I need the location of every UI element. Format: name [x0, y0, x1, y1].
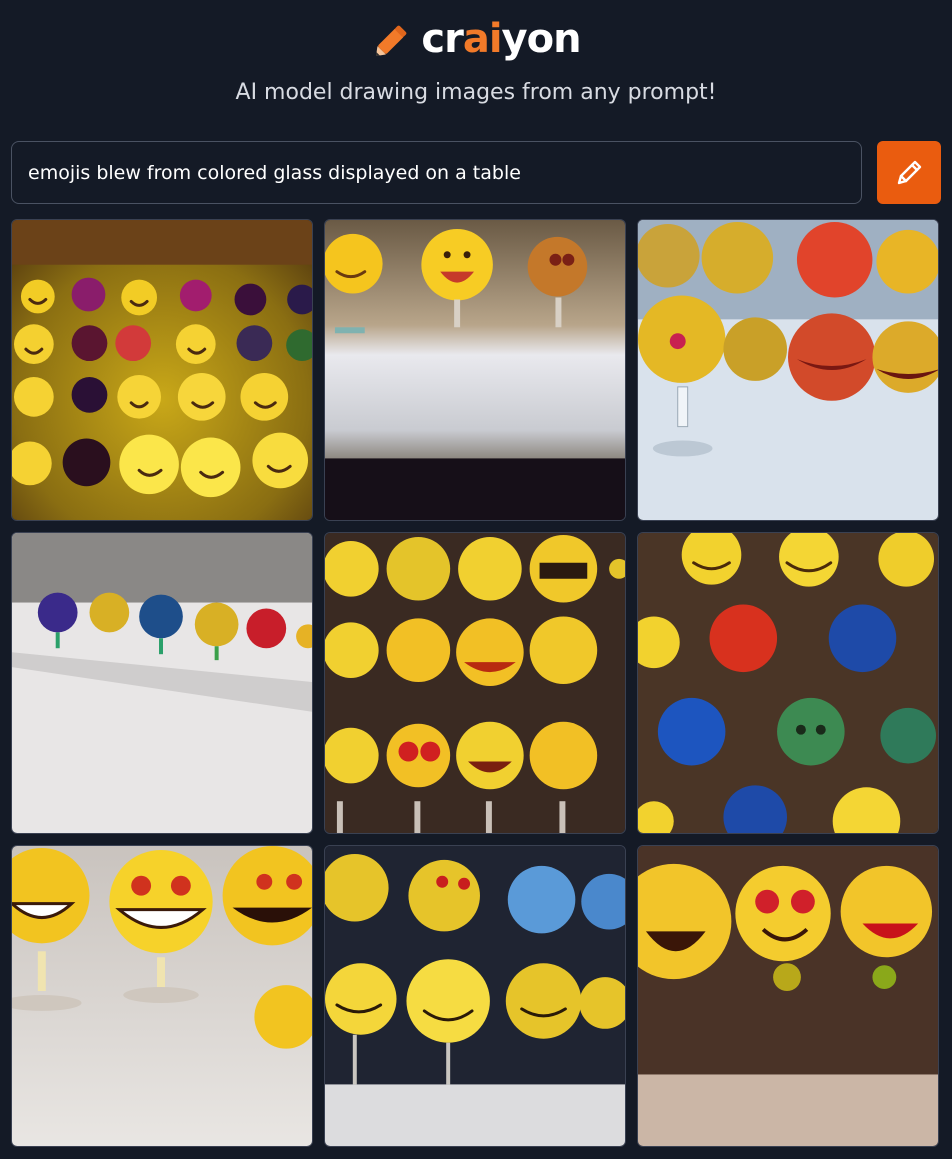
result-image-8-picture	[325, 846, 625, 1146]
results-grid	[11, 219, 939, 1147]
pencil-icon	[897, 160, 922, 184]
result-image-5[interactable]	[324, 532, 626, 834]
result-image-2-picture	[325, 220, 625, 520]
prompt-input[interactable]	[11, 141, 862, 204]
result-image-4[interactable]	[11, 532, 313, 834]
tagline: AI model drawing images from any prompt!	[235, 80, 717, 105]
result-image-1[interactable]	[11, 219, 313, 521]
result-image-7-picture	[12, 846, 312, 1146]
result-image-8[interactable]	[324, 845, 626, 1147]
result-image-5-picture	[325, 533, 625, 833]
result-image-3[interactable]	[637, 219, 939, 521]
result-image-2[interactable]	[324, 219, 626, 521]
result-image-7[interactable]	[11, 845, 313, 1147]
result-image-6[interactable]	[637, 532, 939, 834]
draw-button[interactable]	[877, 141, 941, 204]
pencil-logo-icon	[376, 25, 407, 56]
result-image-9[interactable]	[637, 845, 939, 1147]
header: craiyon AI model drawing images from any…	[0, 0, 952, 130]
result-image-9-picture	[638, 846, 938, 1146]
result-image-4-picture	[12, 533, 312, 833]
result-image-3-picture	[638, 220, 938, 520]
result-image-6-picture	[638, 533, 938, 833]
logo[interactable]: craiyon	[0, 14, 952, 64]
logo-text: craiyon	[421, 16, 581, 62]
result-image-1-picture	[12, 220, 312, 520]
